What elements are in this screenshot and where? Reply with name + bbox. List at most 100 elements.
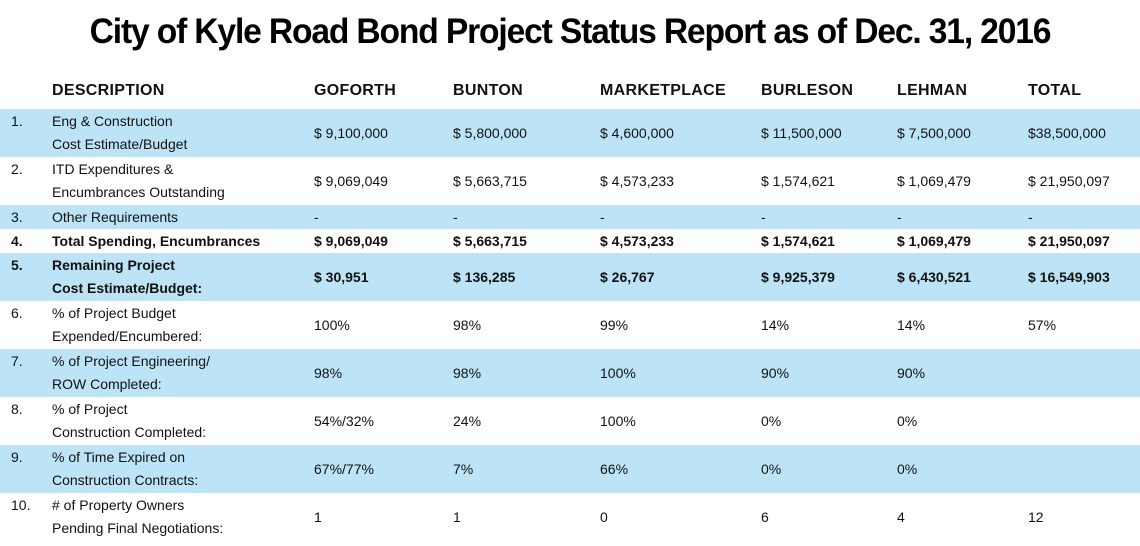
goforth-value: 1 [314,508,322,525]
goforth-value: $ 9,100,000 [314,109,453,157]
lehman-value: - [897,205,1028,229]
table-row: 4. Total Spending, Encumbrances $ 9,069,… [0,229,1140,253]
description-line: % of Project [52,401,128,417]
description-line: % of Project Engineering/ [52,353,210,369]
total-value [1028,349,1140,397]
description-line: % of Project Budget [52,305,176,321]
marketplace-value: $ 4,573,233 [600,232,674,249]
total-value: - [1028,205,1140,229]
lehman-value: $ 6,430,521 [897,253,1028,301]
description-line: Other Requirements [52,208,179,225]
goforth-value: 98% [314,349,453,397]
row-description: Other Requirements [52,205,314,229]
marketplace-value: 66% [600,445,761,493]
lehman-value: $ 1,069,479 [897,232,971,249]
burleson-value: 14% [761,316,790,333]
bunton-value: 7% [453,445,600,493]
goforth-value: 100% [314,316,350,333]
goforth-value: 67%/77% [314,445,453,493]
lehman-value: 14% [897,316,926,333]
bunton-value: 98% [453,349,600,397]
burleson-value: - [761,205,897,229]
burleson-value: 6 [761,508,769,525]
header-marketplace: MARKETPLACE [600,81,726,99]
description-line: ITD Expenditures & [52,161,174,177]
table-row: 6. % of Project Budget Expended/Encumber… [0,301,1140,349]
description-line: Encumbrances Outstanding [52,184,225,200]
description-line: ROW Completed: [52,376,162,392]
goforth-value: $ 9,069,049 [314,232,388,249]
total-value: 12 [1028,508,1044,525]
description-line: % of Time Expired on [52,449,186,465]
bunton-value: $ 136,285 [453,253,600,301]
bunton-value: - [453,205,600,229]
total-value: $ 21,950,097 [1028,172,1110,189]
description-line: Total Spending, Encumbrances [52,232,261,249]
burleson-value: 90% [761,349,897,397]
marketplace-value: 0 [600,508,608,525]
description-line: Construction Contracts: [52,472,199,488]
table-row: 1. Eng & Construction Cost Estimate/Budg… [0,109,1140,157]
header-burleson: BURLESON [761,81,854,99]
goforth-value: - [314,205,453,229]
table-row: 8. % of Project Construction Completed: … [0,397,1140,445]
table-row: 2. ITD Expenditures & Encumbrances Outst… [0,157,1140,205]
marketplace-value: $ 4,600,000 [600,109,761,157]
goforth-value: 54%/32% [314,412,374,429]
marketplace-value: 100% [600,412,636,429]
goforth-value: $ 9,069,049 [314,172,388,189]
goforth-value: $ 30,951 [314,253,453,301]
description-line: Remaining Project [52,257,175,273]
total-value [1028,397,1140,445]
row-number: 1. [0,109,52,157]
burleson-value: $ 1,574,621 [761,232,835,249]
description-line: Eng & Construction [52,113,173,129]
header-bunton: BUNTON [453,81,523,99]
description-line: Expended/Encumbered: [52,328,203,344]
burleson-value: $ 9,925,379 [761,253,897,301]
header-goforth: GOFORTH [314,81,397,99]
lehman-value: $ 1,069,479 [897,172,971,189]
table-row: 3. Other Requirements - - - - - - [0,205,1140,229]
marketplace-value: 99% [600,316,629,333]
description-line: Pending Final Negotiations: [52,520,224,536]
row-number: 10. [11,497,31,513]
row-number: 3. [0,205,52,229]
description-line: Cost Estimate/Budget: [52,280,203,296]
table-row: 5. Remaining Project Cost Estimate/Budge… [0,253,1140,301]
row-number: 8. [11,401,23,417]
description-line: Cost Estimate/Budget [52,136,188,152]
header-row: DESCRIPTION GOFORTH BUNTON MARKETPLACE B… [0,72,1140,109]
lehman-value: $ 7,500,000 [897,109,1028,157]
header-lehman: LEHMAN [897,81,968,99]
row-description: % of Project Engineering/ ROW Completed: [52,349,314,397]
total-value: $ 16,549,903 [1028,253,1140,301]
marketplace-value: 100% [600,349,761,397]
row-description: Eng & Construction Cost Estimate/Budget [52,109,314,157]
burleson-value: $ 1,574,621 [761,172,835,189]
lehman-value: 0% [897,445,1028,493]
burleson-value: $ 11,500,000 [761,109,897,157]
table-row: 7. % of Project Engineering/ ROW Complet… [0,349,1140,397]
description-line: Construction Completed: [52,424,207,440]
burleson-value: 0% [761,412,782,429]
total-value: 57% [1028,316,1057,333]
row-description: # of Property Owners Pending Final Negot… [52,493,314,541]
header-number [0,72,52,109]
row-description: % of Project Construction Completed: [52,397,314,445]
report-title: City of Kyle Road Bond Project Status Re… [89,12,1052,51]
lehman-value: 90% [897,349,1028,397]
row-number: 9. [0,445,52,493]
bunton-value: $ 5,663,715 [453,232,527,249]
row-description: ITD Expenditures & Encumbrances Outstand… [52,157,314,205]
table-row: 10. # of Property Owners Pending Final N… [0,493,1140,541]
bunton-value: 24% [453,412,482,429]
bunton-value: 98% [453,316,482,333]
row-description: % of Project Budget Expended/Encumbered: [52,301,314,349]
marketplace-value: - [600,205,761,229]
lehman-value: 4 [897,508,905,525]
row-description: Total Spending, Encumbrances [52,229,314,253]
row-number: 7. [0,349,52,397]
total-value: $ 21,950,097 [1028,232,1110,249]
bunton-value: 1 [453,508,461,525]
